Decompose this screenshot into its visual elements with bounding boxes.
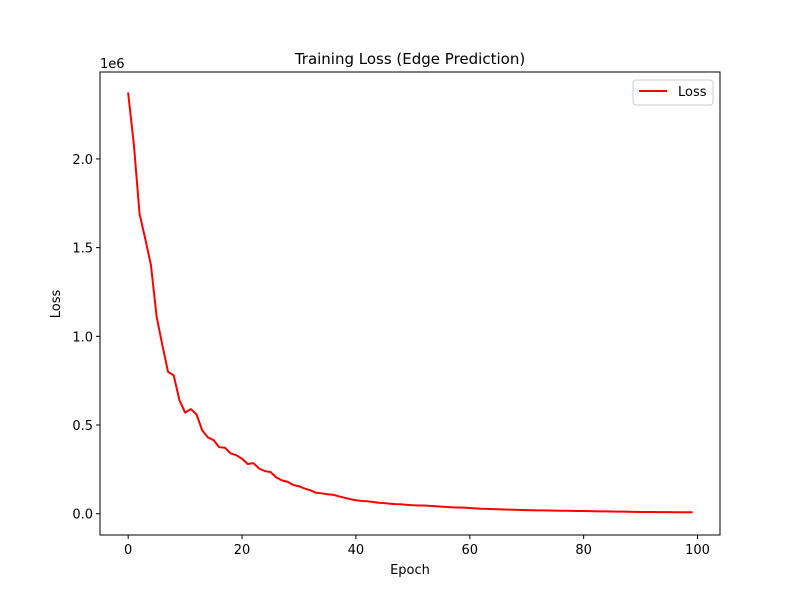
y-tick-label: 1.0 (72, 330, 93, 345)
x-tick-label: 40 (348, 543, 365, 558)
series-layer (127, 92, 693, 514)
legend-label-loss: Loss (678, 85, 707, 100)
x-tick-label: 60 (462, 543, 479, 558)
loss-series-line (127, 92, 693, 514)
y-axis-offset-label: 1e6 (100, 57, 125, 72)
y-tick-label: 0.5 (72, 419, 93, 434)
y-tick-label: 1.5 (72, 242, 93, 257)
chart-title: Training Loss (Edge Prediction) (294, 50, 525, 68)
x-axis-label: Epoch (390, 563, 430, 578)
plot-frame (99, 71, 721, 536)
x-tick-label: 80 (575, 543, 592, 558)
plot-area (100, 72, 720, 535)
y-tick-label: 0.0 (72, 508, 93, 523)
y-axis: 0.0 0.5 1.0 1.5 2.0 (72, 153, 100, 523)
x-tick-label: 20 (234, 543, 251, 558)
y-tick-label: 2.0 (72, 153, 93, 168)
legend-box (632, 79, 714, 106)
legend: Loss (632, 79, 714, 106)
x-tick-label: 0 (124, 543, 132, 558)
x-tick-label: 100 (685, 543, 710, 558)
y-axis-label: Loss (49, 290, 64, 319)
x-axis: 0 20 40 60 80 100 (124, 535, 710, 558)
